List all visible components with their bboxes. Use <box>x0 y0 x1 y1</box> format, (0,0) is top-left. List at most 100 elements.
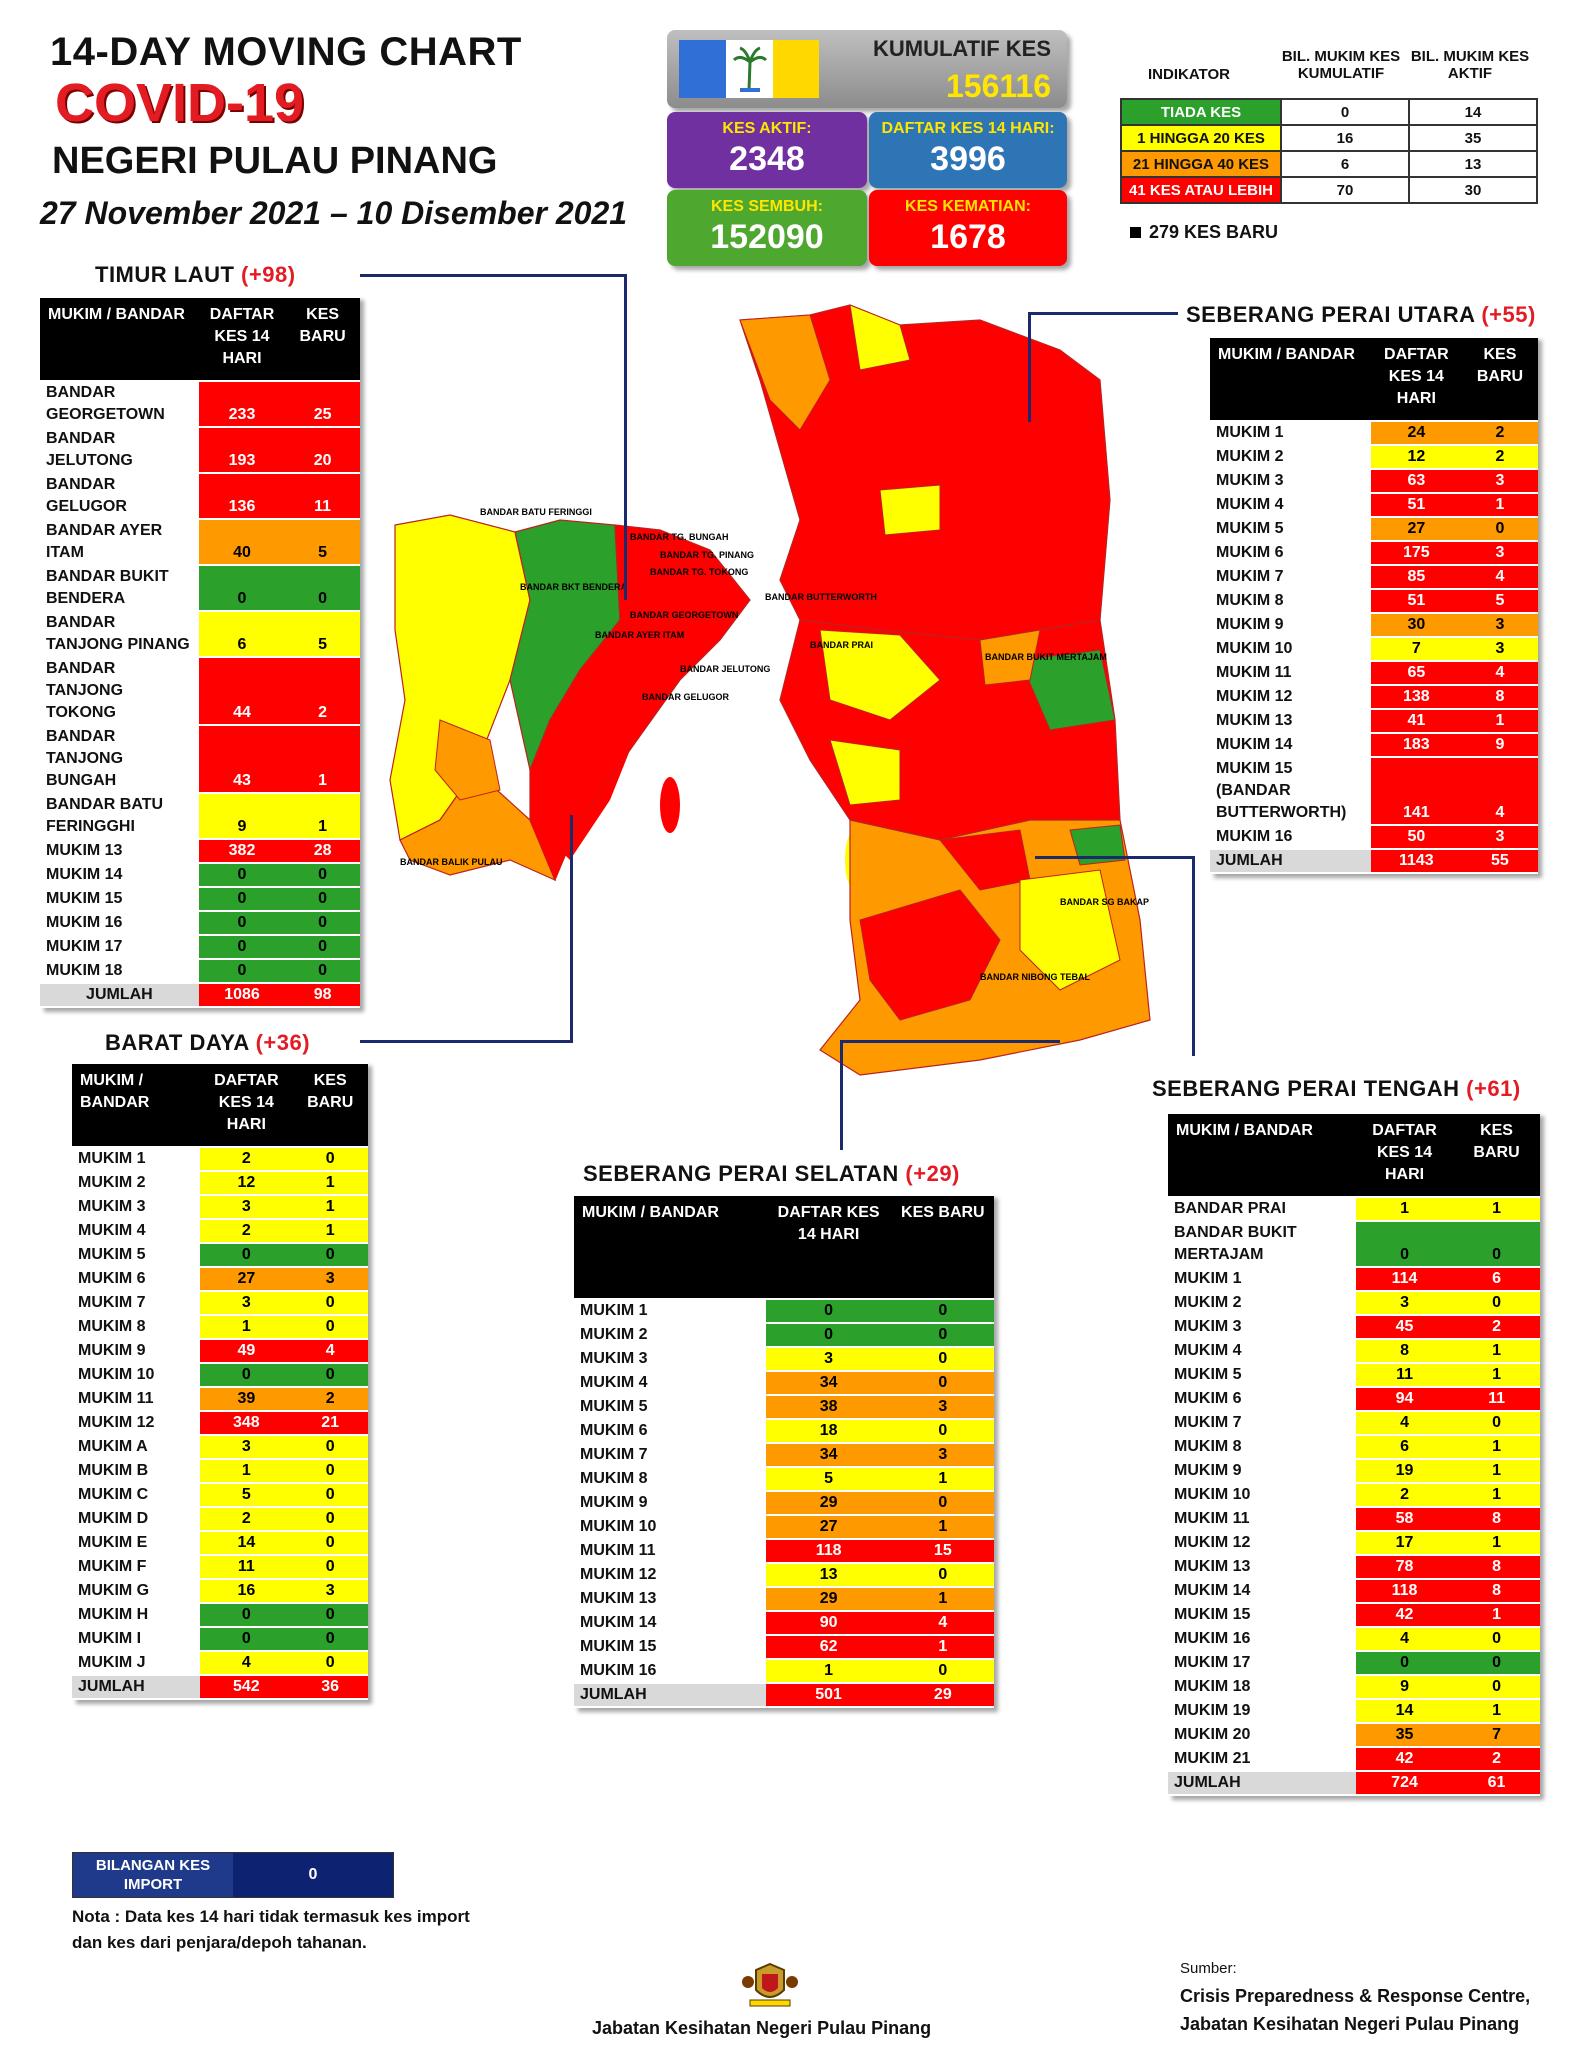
table-row: MUKIM 5 11 1 <box>1168 1364 1540 1386</box>
row-name: MUKIM B <box>78 1462 149 1479</box>
table-row: BANDAR JELUTONG 193 20 <box>40 428 360 472</box>
table-row: MUKIM 6 175 3 <box>1210 542 1538 564</box>
row-name: MUKIM 5 <box>1174 1366 1242 1383</box>
table-row: MUKIM 13 41 1 <box>1210 710 1538 732</box>
table-row: BANDAR AYER ITAM 40 5 <box>40 520 360 564</box>
sembuh-label: KES SEMBUH: <box>710 198 823 215</box>
row-kes-baru: 7 <box>1453 1724 1540 1746</box>
indicator-c1: 0 <box>1280 98 1410 126</box>
table-row: MUKIM 16 0 0 <box>40 912 360 934</box>
row-daftar: 0 <box>200 1628 293 1650</box>
row-name: MUKIM 6 <box>1216 544 1284 561</box>
total-kes-baru: 61 <box>1453 1772 1540 1794</box>
row-name: BANDAR GEORGETOWN <box>46 384 165 423</box>
row-kes-baru: 0 <box>292 1628 368 1650</box>
row-name: MUKIM A <box>78 1438 148 1455</box>
seberang-perai-map <box>739 304 1151 1076</box>
kematian-value: 1678 <box>930 218 1006 256</box>
row-daftar: 11 <box>200 1556 293 1578</box>
row-kes-baru: 0 <box>292 1244 368 1266</box>
row-kes-baru: 28 <box>285 840 360 862</box>
table-row: MUKIM 18 0 0 <box>40 960 360 982</box>
row-name: MUKIM 8 <box>1174 1438 1242 1455</box>
row-kes-baru: 1 <box>1453 1604 1540 1626</box>
island-patch-orange <box>434 719 501 801</box>
table-row: MUKIM 9 49 4 <box>72 1340 368 1362</box>
table-row: MUKIM 5 38 3 <box>574 1396 994 1418</box>
map-label: BANDAR PRAI <box>810 640 873 650</box>
row-kes-baru: 1 <box>1453 1532 1540 1554</box>
row-kes-baru: 4 <box>292 1340 368 1362</box>
table-row: MUKIM 3 45 2 <box>1168 1316 1540 1338</box>
row-kes-baru: 3 <box>292 1268 368 1290</box>
import-label: BILANGAN KES IMPORT <box>73 1853 233 1897</box>
kematian-label: KES KEMATIAN: <box>905 198 1031 215</box>
table-row: BANDAR PRAI 1 1 <box>1168 1198 1540 1220</box>
table-row: MUKIM 13 382 28 <box>40 840 360 862</box>
row-name: MUKIM 14 <box>580 1614 657 1631</box>
row-name: MUKIM 8 <box>580 1470 648 1487</box>
row-kes-baru: 4 <box>1461 566 1538 588</box>
row-kes-baru: 0 <box>285 566 360 610</box>
square-bullet-icon <box>1130 227 1141 238</box>
total-label: JUMLAH <box>72 1676 201 1698</box>
row-name: MUKIM 16 <box>580 1662 657 1679</box>
row-kes-baru: 0 <box>292 1364 368 1386</box>
kematian-box: KES KEMATIAN: 1678 <box>869 190 1067 266</box>
table-row: MUKIM 21 42 2 <box>1168 1748 1540 1770</box>
row-name: MUKIM 7 <box>1216 568 1284 585</box>
row-daftar: 17 <box>1356 1532 1454 1554</box>
row-kes-baru: 0 <box>292 1148 368 1170</box>
row-kes-baru: 0 <box>1453 1292 1540 1314</box>
indicator-row: 21 HINGGA 40 KES 6 13 <box>1120 150 1538 178</box>
row-name: MUKIM 3 <box>78 1198 146 1215</box>
row-name: MUKIM 18 <box>46 962 123 979</box>
map-label: BANDAR GELUGOR <box>642 692 729 702</box>
row-name: MUKIM 7 <box>78 1294 146 1311</box>
row-name: MUKIM 9 <box>1216 616 1284 633</box>
sps-red <box>859 889 1001 1021</box>
row-kes-baru: 0 <box>1461 518 1538 540</box>
row-kes-baru: 3 <box>1461 542 1538 564</box>
row-name: MUKIM 2 <box>78 1174 146 1191</box>
spu-yellow-patch <box>849 304 911 371</box>
connector-timur-laut-v <box>624 274 627 600</box>
row-name: BANDAR TANJONG BUNGAH <box>46 728 124 789</box>
row-daftar: 0 <box>765 1324 892 1346</box>
connector-timur-laut <box>360 274 626 277</box>
row-name: MUKIM 18 <box>1174 1678 1251 1695</box>
table-row: MUKIM G 16 3 <box>72 1580 368 1602</box>
table-row: MUKIM 15 0 0 <box>40 888 360 910</box>
row-name: MUKIM 8 <box>1216 592 1284 609</box>
total-daftar: 724 <box>1356 1772 1454 1794</box>
table-row: MUKIM 6 94 11 <box>1168 1388 1540 1410</box>
row-daftar: 13 <box>765 1564 892 1586</box>
table-row: MUKIM 11 118 15 <box>574 1540 994 1562</box>
row-kes-baru: 0 <box>285 888 360 910</box>
indicator-label: 41 KES ATAU LEBIH <box>1120 176 1282 204</box>
table-row: MUKIM 9 19 1 <box>1168 1460 1540 1482</box>
row-name: MUKIM 13 <box>1174 1558 1251 1575</box>
row-daftar: 44 <box>198 658 286 724</box>
kumulatif-label: KUMULATIF KES <box>872 36 1051 61</box>
spt-title: SEBERANG PERAI TENGAH (+61) <box>1152 1076 1521 1101</box>
row-daftar: 19 <box>1356 1460 1454 1482</box>
indicator-c1: 70 <box>1280 176 1410 204</box>
row-daftar: 14 <box>200 1532 293 1554</box>
row-name: MUKIM 15 <box>46 890 123 907</box>
table-header-row: MUKIM / BANDAR DAFTAR KES 14 HARI KES BARU <box>72 1064 368 1146</box>
table-row: MUKIM 16 4 0 <box>1168 1628 1540 1650</box>
row-kes-baru: 1 <box>1453 1198 1540 1220</box>
row-kes-baru: 0 <box>292 1652 368 1674</box>
table-row: MUKIM 11 65 4 <box>1210 662 1538 684</box>
row-daftar: 38 <box>765 1396 892 1418</box>
table-row: BANDAR GELUGOR 136 11 <box>40 474 360 518</box>
row-kes-baru: 0 <box>1453 1412 1540 1434</box>
table-row: MUKIM E 14 0 <box>72 1532 368 1554</box>
row-kes-baru: 1 <box>285 794 360 838</box>
